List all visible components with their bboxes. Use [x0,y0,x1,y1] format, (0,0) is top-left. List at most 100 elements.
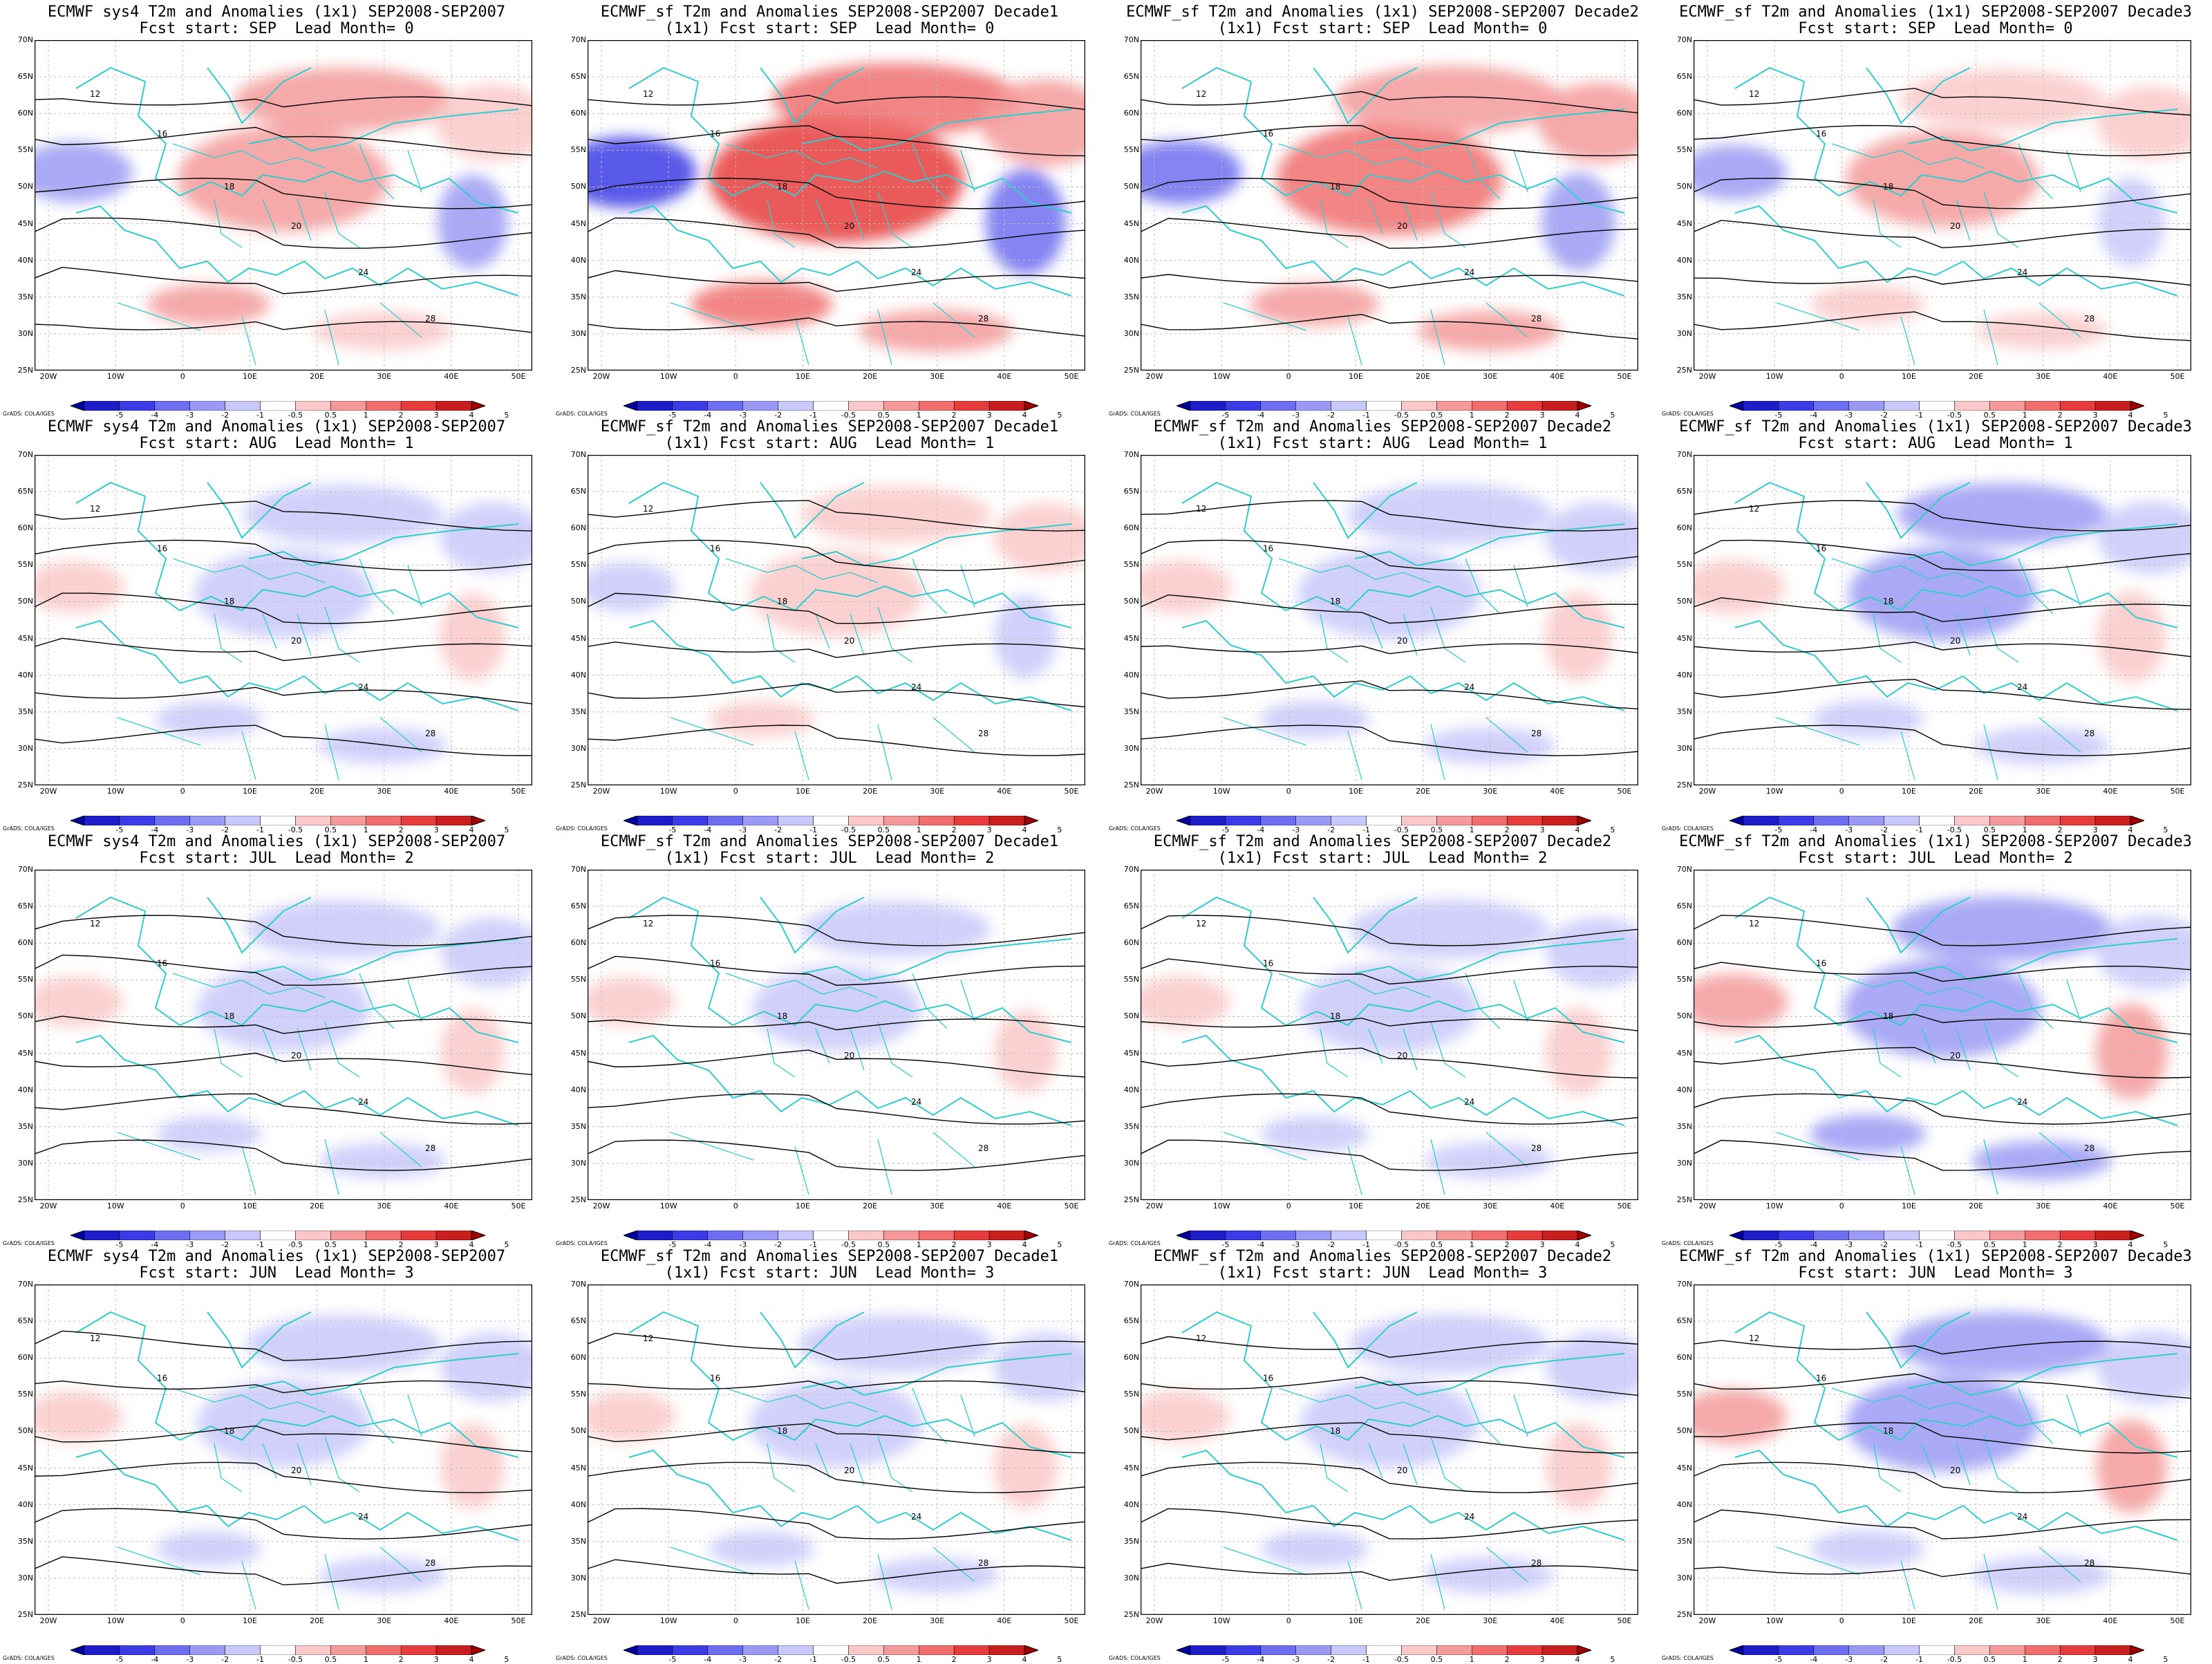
colorbar-swatch [919,401,955,411]
panel-subtitle: (1x1) Fcst start: JUL Lead Month= 2 [664,850,995,867]
country-borders [1776,1387,2081,1610]
lat-tick-label: 50N [17,597,33,606]
contour-label: 16 [1263,958,1273,968]
lon-tick-label: 30E [2036,787,2051,796]
lon-tick-label: 20E [1416,372,1431,381]
colorbar-swatch [953,1645,990,1655]
lat-tick-label: 65N [17,1316,33,1326]
lat-tick-label: 60N [17,1353,33,1363]
colorbar-tick-label: 2 [1504,825,1510,834]
anomaly-area [801,486,991,543]
contour-label: 20 [291,1466,301,1475]
colorbar-swatch [1190,816,1226,825]
lat-tick-label: 65N [1676,487,1692,496]
lat-tick-label: 30N [1123,328,1139,338]
colorbar-swatch [260,816,296,825]
temperature-contour [1141,1376,1638,1396]
colorbar-tick-label: 2 [2057,825,2063,834]
anomaly-map: 12 16 18 20 24 28 [588,455,1085,785]
colorbar-tick-label: 4 [2128,1655,2133,1664]
lon-tick-label: 20E [1416,787,1431,796]
colorbar-swatch [295,1231,331,1240]
colorbar-swatch [1295,816,1331,825]
contour-label: 28 [2084,1143,2094,1153]
anomaly-map: 12 16 18 20 24 28 [35,455,532,785]
colorbar-tick-label: -2 [774,1655,782,1664]
colorbar-swatch [366,1231,402,1240]
colorbar-swatch [225,1231,261,1240]
colorbar-swatch [1366,401,1402,411]
lat-tick-label: 30N [1676,1158,1692,1168]
colorbar-tick-label: 3 [433,411,439,420]
lon-tick-label: 10E [1348,1616,1363,1625]
colorbar-swatch [883,1645,919,1655]
contour-label: 20 [844,1051,854,1060]
colorbar-swatch [2094,816,2131,825]
lat-tick-label: 40N [17,1085,33,1094]
lat-tick-label: 40N [570,670,586,680]
colorbar-tick-label: 0.5 [324,1240,337,1249]
lon-tick-label: 50E [2170,372,2185,381]
colorbar-tick-label: 5 [1610,1240,1615,1249]
colorbar-swatch [1989,816,2025,825]
lon-tick-label: 50E [511,372,526,381]
lon-tick-label: 10E [795,372,810,381]
colorbar-tick-label: -4 [704,1240,712,1249]
colorbar-swatch [1366,1231,1402,1240]
panel-title: ECMWF_sf T2m and Anomalies (1x1) SEP2008… [1679,3,2192,21]
lon-tick-label: 40E [997,1616,1012,1625]
colorbar-swatch [848,816,884,825]
colorbar-swatch [260,1231,296,1240]
contour-label: 18 [1330,597,1340,606]
lon-tick-label: 0 [733,372,738,381]
lon-tick-label: 10W [106,1202,124,1210]
lat-tick-label: 70N [17,450,33,459]
lon-tick-label: 10E [795,787,810,796]
colorbar-swatch [1743,816,1779,825]
lon-tick-label: 50E [1064,1616,1079,1625]
colorbar [1177,1231,1591,1240]
colorbar-swatch [1401,816,1437,825]
temperature-contour [588,125,1085,157]
lon-tick-label: 10E [1348,1202,1363,1210]
country-borders [670,973,975,1195]
anomaly-map: 12 16 18 20 24 28 [588,40,1085,371]
temperature-contour [1141,1139,1638,1171]
colorbar-tick-label: 5 [1057,1655,1062,1664]
lat-tick-label: 30N [1123,1573,1139,1582]
colorbar-swatch [330,1645,366,1655]
contour-label: 18 [777,1426,787,1436]
coastline [75,66,519,297]
colorbar-tick-label: -4 [151,411,159,420]
colorbar-swatch [2094,1645,2131,1655]
temperature-contour [35,592,532,624]
temperature-contour [35,501,532,532]
colorbar-swatch [330,401,366,411]
colorbar-swatch [1260,1645,1296,1655]
colorbar-swatch [1295,1645,1331,1655]
anomaly-area [434,84,532,162]
colorbar [624,1231,1038,1240]
anomaly-area [35,561,124,613]
colorbar-swatch [1778,816,1815,825]
colorbar-swatch [1506,816,1543,825]
panel-title: ECMWF sys4 T2m and Anomalies (1x1) SEP20… [47,833,506,850]
colorbar-tick-label: 3 [2092,1655,2098,1664]
contour-label: 24 [911,1097,921,1107]
colorbar-tick-label: -3 [739,1655,747,1664]
colorbar-tick-label: -5 [668,1240,677,1249]
temperature-contour [588,1093,1085,1125]
colorbar-tick-label: 5 [2163,411,2168,420]
colorbar-swatch [1225,1231,1262,1240]
colorbar-tick-label: -3 [1292,1240,1300,1249]
lat-tick-label: 55N [17,1390,33,1399]
coastline [1181,66,1625,297]
colorbar-swatch [988,401,1025,411]
colorbar-tick-label: -1 [1915,825,1924,834]
colorbar-tick-label: 4 [469,1655,474,1664]
colorbar [71,1645,485,1655]
anomaly-area [798,1315,994,1373]
colorbar-swatch [366,816,402,825]
anomaly-area [1900,69,2104,130]
temperature-contour [35,1556,532,1586]
